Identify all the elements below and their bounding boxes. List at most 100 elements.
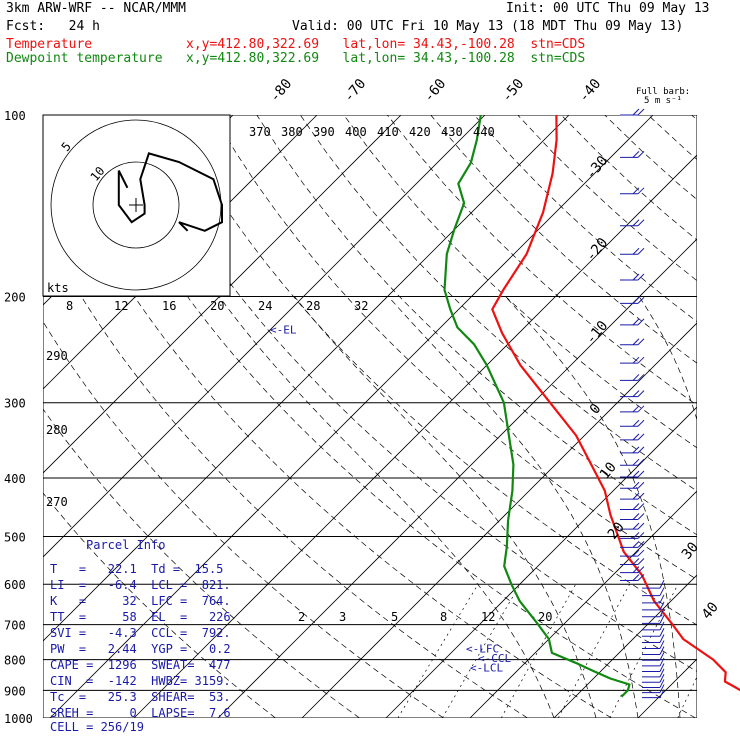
wind-barb [637, 374, 645, 381]
wind-barb [632, 390, 640, 397]
wind-barb [632, 433, 640, 441]
wind-barb [659, 615, 665, 624]
mixing-ratio-label: 20 [538, 610, 552, 624]
moist-adiabat [505, 296, 681, 718]
dry-adiabat [43, 408, 360, 718]
dry-adiabat [43, 320, 444, 718]
temperature-series-line [491, 114, 740, 692]
parcel-row: TT = 58 EL = 226 [50, 610, 231, 624]
dry-adiabat-label: 270 [46, 495, 68, 509]
parcel-row: CIN = -142 HWBZ= 3159. [50, 674, 231, 688]
forecast-hour: Fcst: 24 h [6, 19, 100, 34]
wind-barb [637, 318, 645, 326]
mixing-ratio-line [557, 584, 630, 718]
dry-adiabat [300, 115, 697, 492]
wind-barb [637, 297, 645, 304]
wind-barb [659, 608, 665, 617]
wind-barb [637, 150, 645, 158]
isotherm-label: 20 [605, 519, 628, 542]
theta-label: 430 [441, 125, 463, 139]
wind-barb [632, 187, 640, 195]
isotherm-label: 40 [699, 599, 722, 622]
level-annotation: <-EL [270, 324, 297, 337]
parcel-row: K = 32 LFC = 764. [50, 594, 231, 608]
wind-barb [632, 470, 640, 478]
wind-barb [637, 433, 645, 441]
mixing-ratio-label: 12 [481, 610, 495, 624]
wind-barb [632, 356, 640, 364]
wind-barb [632, 338, 640, 346]
dewpoint-series-line [443, 114, 631, 698]
isotherm-label: -80 [267, 76, 296, 106]
init-time: Init: 00 UTC Thu 09 May 13 [506, 1, 710, 16]
wind-barb [659, 579, 665, 589]
speed-label: 12 [114, 299, 128, 313]
wind-barb [637, 492, 645, 500]
mixing-ratio-label: 3 [339, 610, 346, 624]
wind-barb [659, 621, 665, 631]
dry-adiabat-label: 290 [46, 349, 68, 363]
pressure-tick-label: 700 [4, 619, 26, 633]
wind-barb [637, 108, 645, 116]
wind-barb [632, 532, 640, 539]
theta-label: 440 [473, 125, 495, 139]
moist-adiabat [294, 296, 597, 718]
speed-label: 24 [258, 299, 272, 313]
wind-barb [659, 640, 665, 649]
theta-label: 420 [409, 125, 431, 139]
parcel-row: LI = -6.4 LCL = 821. [50, 578, 231, 592]
isotherm-line [217, 238, 697, 718]
mixing-ratio-label: 2 [298, 610, 305, 624]
valid-time: Valid: 00 UTC Fri 10 May 13 (18 MDT Thu … [292, 19, 684, 34]
mixing-ratio-label: 8 [440, 610, 447, 624]
wind-barb [637, 458, 645, 466]
pressure-tick-label: 300 [4, 397, 26, 411]
pressure-tick-label: 500 [4, 530, 26, 544]
wind-barb [637, 419, 645, 427]
wind-barb [637, 390, 645, 397]
parcel-row: SVI = -4.3 CCL = 792. [50, 626, 231, 640]
mixing-ratio-line [677, 675, 697, 718]
wind-barb [659, 652, 665, 661]
wind-barb [632, 419, 640, 427]
wind-barb [659, 634, 665, 643]
wind-barb [632, 481, 640, 489]
wind-barb [659, 679, 665, 688]
wind-barb [632, 503, 640, 510]
pressure-tick-label: 400 [4, 472, 26, 486]
wind-barb [659, 663, 665, 672]
dry-adiabat [604, 115, 697, 201]
isotherm-label: 30 [679, 539, 702, 562]
dry-adiabat [647, 115, 697, 160]
isotherm-line [637, 658, 697, 718]
wind-barb [637, 247, 645, 255]
mixing-ratio-line [442, 584, 521, 718]
wind-barb [632, 374, 640, 381]
dry-adiabat [213, 115, 697, 580]
pressure-tick-label: 1000 [4, 712, 33, 726]
theta-label: 400 [345, 125, 367, 139]
theta-label: 370 [249, 125, 271, 139]
wind-barb [659, 628, 665, 637]
wind-barb [637, 549, 645, 557]
wind-barb [637, 541, 645, 548]
wind-barb [632, 108, 640, 116]
wind-barb [637, 481, 645, 489]
wind-barb [659, 684, 665, 693]
isotherm-line [469, 490, 697, 718]
wind-barb [637, 273, 645, 281]
wind-barb [632, 513, 640, 520]
wind-barb [637, 513, 645, 520]
wind-barb [632, 566, 640, 573]
wind-barb [637, 446, 645, 454]
wind-barb [637, 566, 645, 573]
wind-barb [632, 150, 640, 158]
parcel-row: CELL = 256/19 [50, 720, 144, 734]
barb-legend: 5 m s⁻¹ [644, 96, 682, 106]
theta-label: 380 [281, 125, 303, 139]
wind-barb [632, 405, 640, 413]
barb-legend: Full barb: [636, 87, 690, 97]
level-annotation: <-CCL [478, 652, 511, 665]
parcel-row: T = 22.1 Td = 15.5 [50, 562, 224, 576]
isotherm-line [553, 574, 697, 718]
